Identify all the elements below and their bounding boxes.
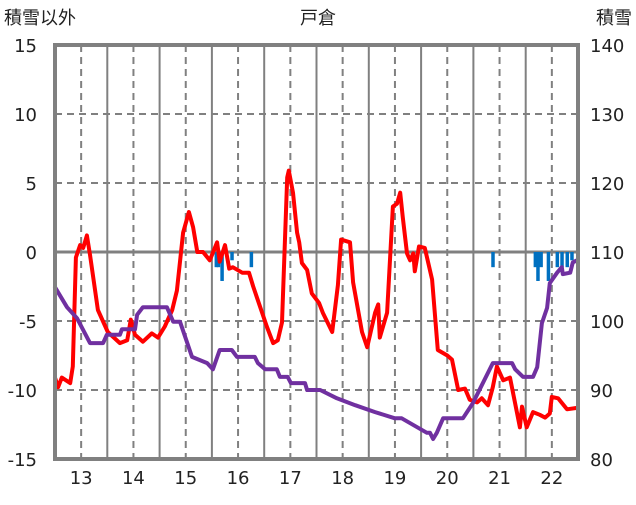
- x-tick: 19: [383, 468, 406, 489]
- y-tick-left: 10: [14, 105, 37, 126]
- line-purple: [53, 258, 579, 441]
- x-tick: 14: [122, 468, 145, 489]
- line-series: [53, 168, 579, 441]
- x-tick: 13: [70, 468, 93, 489]
- bar-blue: [220, 252, 224, 281]
- y-tick-left: 15: [14, 36, 37, 57]
- bar-blue: [570, 252, 574, 261]
- y-tick-left: 0: [26, 243, 37, 264]
- y-tick-right: 100: [590, 312, 624, 333]
- grid: [55, 45, 578, 459]
- tick-labels: 15 10 5 0 -5 -10 -15 140 130 120 110 100 90 80 13 14 15 1…: [8, 36, 625, 489]
- chart-title: 戸倉: [300, 8, 336, 29]
- y-tick-left: -15: [8, 450, 37, 471]
- y-tick-right: 130: [590, 105, 624, 126]
- bar-blue: [555, 252, 560, 268]
- x-tick: 18: [331, 468, 354, 489]
- bar-blue: [214, 252, 219, 268]
- x-tick: 20: [436, 468, 459, 489]
- x-tick: 22: [540, 468, 563, 489]
- y-tick-right: 140: [590, 36, 624, 57]
- y-tick-right: 120: [590, 174, 624, 195]
- y-tick-right: 90: [590, 381, 613, 402]
- y-tick-right: 80: [590, 450, 613, 471]
- bar-blue: [536, 252, 540, 281]
- left-axis-label: 積雪以外: [4, 8, 76, 29]
- plot-border: [53, 43, 580, 461]
- bar-blue: [565, 252, 570, 268]
- bar-blue: [230, 252, 234, 261]
- y-tick-left: 5: [26, 174, 37, 195]
- bar-blue: [533, 252, 538, 268]
- x-tick: 15: [174, 468, 197, 489]
- y-tick-left: -5: [19, 312, 37, 333]
- x-tick: 21: [488, 468, 511, 489]
- y-tick-left: -10: [8, 381, 37, 402]
- line-red: [53, 168, 579, 430]
- y-tick-right: 110: [590, 243, 624, 264]
- x-tick: 16: [227, 468, 250, 489]
- right-axis-label: 積雪: [596, 8, 632, 29]
- bar-blue: [546, 252, 551, 281]
- bar-blue: [249, 252, 254, 268]
- x-tick: 17: [279, 468, 302, 489]
- bar-blue: [491, 252, 495, 268]
- bar-blue: [560, 252, 564, 268]
- bar-blue: [539, 252, 543, 268]
